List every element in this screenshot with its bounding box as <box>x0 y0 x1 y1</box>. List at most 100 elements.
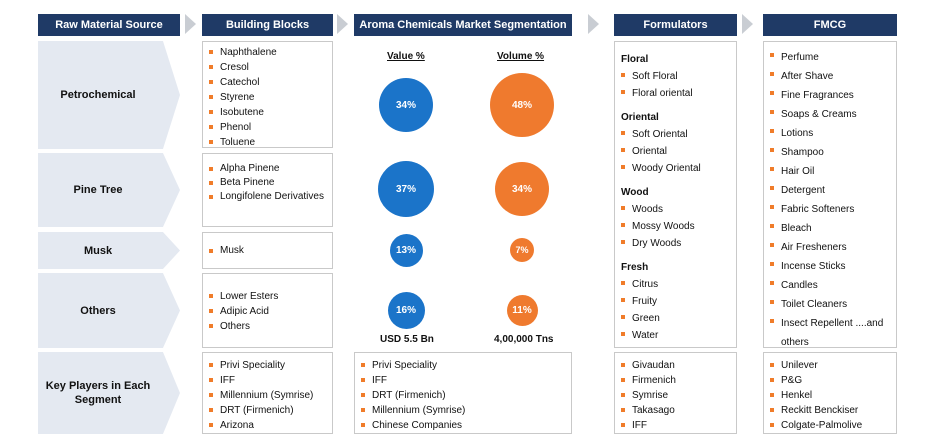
list-item: Symrise <box>615 388 736 403</box>
formulator-group-title: Floral <box>621 54 649 65</box>
building-blocks-key-players: Privi Speciality IFF Millennium (Symrise) D… <box>202 352 333 434</box>
list-item: Firmenich <box>615 373 736 388</box>
formulator-group-title: Oriental <box>621 112 659 123</box>
header-formulators: Formulators <box>614 14 737 36</box>
formulators-box: Floral Soft Floral Floral oriental Oriental… <box>614 41 737 348</box>
volume-percent-label: Volume % <box>497 51 545 62</box>
total-volume: 4,00,000 Tns <box>494 334 554 345</box>
list-item: IFF <box>615 418 736 433</box>
source-others: Others <box>38 273 180 348</box>
list-item: Candles <box>764 276 896 295</box>
value-circle-pine-tree: 37% <box>378 161 434 217</box>
list-item: Fabric Softeners <box>764 200 896 219</box>
list-item: Takasago <box>615 403 736 418</box>
flow-arrow-icon <box>337 14 348 34</box>
list-item: Toluene <box>203 135 332 150</box>
segmentation-key-players: Privi Speciality IFF DRT (Firmenich) Millen… <box>354 352 572 434</box>
source-label: Musk <box>83 244 113 257</box>
formulator-groups: Floral Soft Floral Floral oriental Oriental… <box>615 52 736 344</box>
volume-circle-petrochemical: 48% <box>490 73 554 137</box>
list-item: Dry Woods <box>615 235 736 252</box>
list-item: Insect Repellent ....and others <box>764 314 896 352</box>
source-key-players: Key Players in Each Segment <box>38 352 180 434</box>
list-item: Soaps & Creams <box>764 105 896 124</box>
list-item: Fine Fragrances <box>764 86 896 105</box>
list-item: Naphthalene <box>203 45 332 60</box>
source-label: Petrochemical <box>60 89 136 101</box>
list-item: Millennium (Symrise) <box>355 403 571 418</box>
source-label: Key Players in Each Segment <box>45 380 151 406</box>
list-item: Soft Oriental <box>615 126 736 143</box>
header-building-blocks: Building Blocks <box>202 14 333 36</box>
header-fmcg: FMCG <box>763 14 897 36</box>
list-item: Colgate-Palmolive <box>764 418 896 433</box>
list-item: Citrus <box>615 276 736 293</box>
list-item: Perfume <box>764 48 896 67</box>
list-item: Green <box>615 310 736 327</box>
header-segmentation: Aroma Chemicals Market Segmentation <box>354 14 572 36</box>
header-raw-material: Raw Material Source <box>38 14 180 36</box>
flow-arrow-icon <box>588 14 599 34</box>
list-item: Others <box>203 319 332 334</box>
list-item: DRT (Firmenich) <box>203 403 332 418</box>
list-item: Air Fresheners <box>764 238 896 257</box>
list-item: Soft Floral <box>615 68 736 85</box>
fmcg-box: Perfume After Shave Fine Fragrances Soaps &… <box>763 41 897 348</box>
source-label: Others <box>80 304 116 317</box>
list-item: Phenol <box>203 120 332 135</box>
building-blocks-petrochemical: Naphthalene Cresol Catechol Styrene Isobuten… <box>202 41 333 148</box>
list-item: Woody Oriental <box>615 160 736 177</box>
list-item: DRT (Firmenich) <box>355 388 571 403</box>
formulator-group-title: Wood <box>621 187 649 198</box>
list-item: Chinese Companies <box>355 418 571 433</box>
list-item: Reckitt Benckiser <box>764 403 896 418</box>
value-percent-label: Value % <box>387 51 425 62</box>
source-petrochemical: Petrochemical <box>38 41 180 149</box>
list-item: Adipic Acid <box>203 304 332 319</box>
list-item: Shampoo <box>764 143 896 162</box>
fmcg-key-players: Unilever P&G Henkel Reckitt Benckiser Colgat… <box>763 352 897 434</box>
list-item: Water <box>615 327 736 344</box>
list-item: Longifolene Derivatives <box>203 190 332 204</box>
building-blocks-others: Lower Esters Adipic Acid Others <box>202 273 333 348</box>
list-item: Givaudan <box>615 358 736 373</box>
building-blocks-pine-tree: Alpha Pinene Beta Pinene Longifolene Deriv… <box>202 153 333 227</box>
list-item: Styrene <box>203 90 332 105</box>
value-circle-musk: 13% <box>389 233 423 267</box>
list-item: Lower Esters <box>203 289 332 304</box>
flow-arrow-icon <box>185 14 196 34</box>
list-item: Isobutene <box>203 105 332 120</box>
value-circle-petrochemical: 34% <box>379 78 433 132</box>
list-item: Lotions <box>764 124 896 143</box>
list-item: Mossy Woods <box>615 218 736 235</box>
list-item: Arizona <box>203 418 332 433</box>
list-item: Incense Sticks <box>764 257 896 276</box>
flow-arrow-icon <box>742 14 753 34</box>
list-item: Hair Oil <box>764 162 896 181</box>
list-item: Musk <box>203 244 332 258</box>
building-blocks-musk: Musk <box>202 232 333 269</box>
list-item: IFF <box>203 373 332 388</box>
list-item: Cresol <box>203 60 332 75</box>
list-item: Woods <box>615 201 736 218</box>
list-item: Henkel <box>764 388 896 403</box>
list-item: Catechol <box>203 75 332 90</box>
formulator-group-title: Fresh <box>621 262 649 273</box>
source-musk: Musk <box>38 232 180 269</box>
volume-circle-others: 11% <box>506 294 538 326</box>
list-item: Millennium (Symrise) <box>203 388 332 403</box>
source-label: Pine Tree <box>73 184 123 196</box>
list-item: Fruity <box>615 293 736 310</box>
list-item: Unilever <box>764 358 896 373</box>
list-item: P&G <box>764 373 896 388</box>
list-item: After Shave <box>764 67 896 86</box>
list-item: Privi Speciality <box>355 358 571 373</box>
total-value: USD 5.5 Bn <box>380 334 434 345</box>
list-item: Floral oriental <box>615 85 736 102</box>
list-item: IFF <box>355 373 571 388</box>
volume-circle-musk: 7% <box>510 238 534 262</box>
list-item: Bleach <box>764 219 896 238</box>
source-pine-tree: Pine Tree <box>38 153 180 227</box>
list-item: Detergent <box>764 181 896 200</box>
formulators-key-players: Givaudan Firmenich Symrise Takasago IFF <box>614 352 737 434</box>
